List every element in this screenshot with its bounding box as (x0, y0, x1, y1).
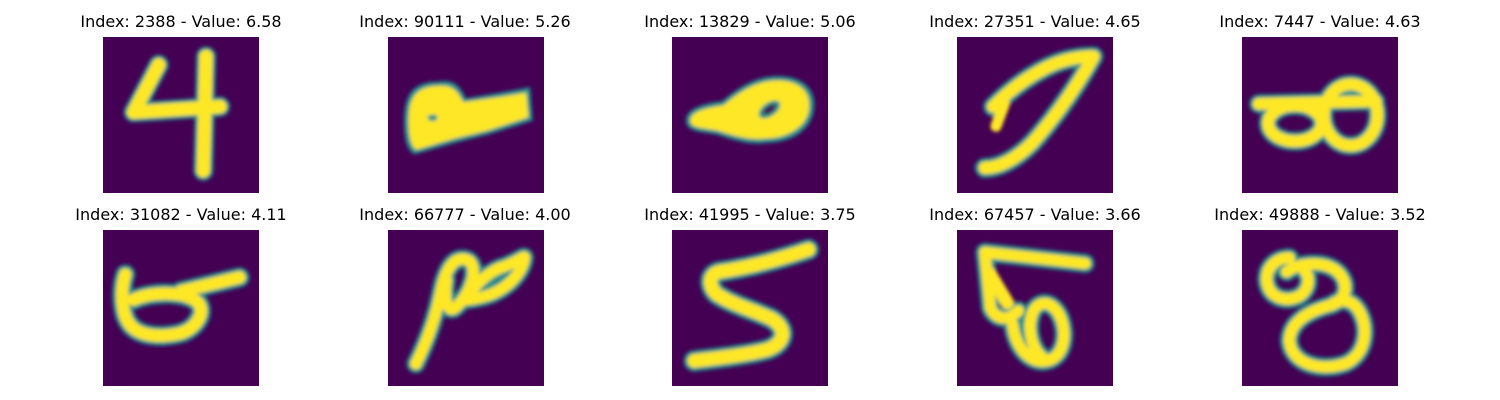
image-title: Index: 2388 - Value: 6.58 (80, 12, 282, 31)
image-title: Index: 27351 - Value: 4.65 (929, 12, 1141, 31)
digit-image (103, 37, 259, 193)
digit-image (388, 37, 544, 193)
image-title: Index: 7447 - Value: 4.63 (1219, 12, 1421, 31)
image-title: Index: 13829 - Value: 5.06 (644, 12, 856, 31)
digit-image (103, 230, 259, 386)
digit-image (388, 230, 544, 386)
image-title: Index: 90111 - Value: 5.26 (359, 12, 571, 31)
digit-image (672, 37, 828, 193)
image-title: Index: 31082 - Value: 4.11 (75, 205, 287, 224)
digit-image (957, 230, 1113, 386)
digit-image (672, 230, 828, 386)
digit-image (1242, 37, 1398, 193)
image-title: Index: 67457 - Value: 3.66 (929, 205, 1141, 224)
digit-image (1242, 230, 1398, 386)
digit-image (957, 37, 1113, 193)
image-title: Index: 66777 - Value: 4.00 (359, 205, 571, 224)
image-title: Index: 41995 - Value: 3.75 (644, 205, 856, 224)
image-title: Index: 49888 - Value: 3.52 (1214, 205, 1426, 224)
